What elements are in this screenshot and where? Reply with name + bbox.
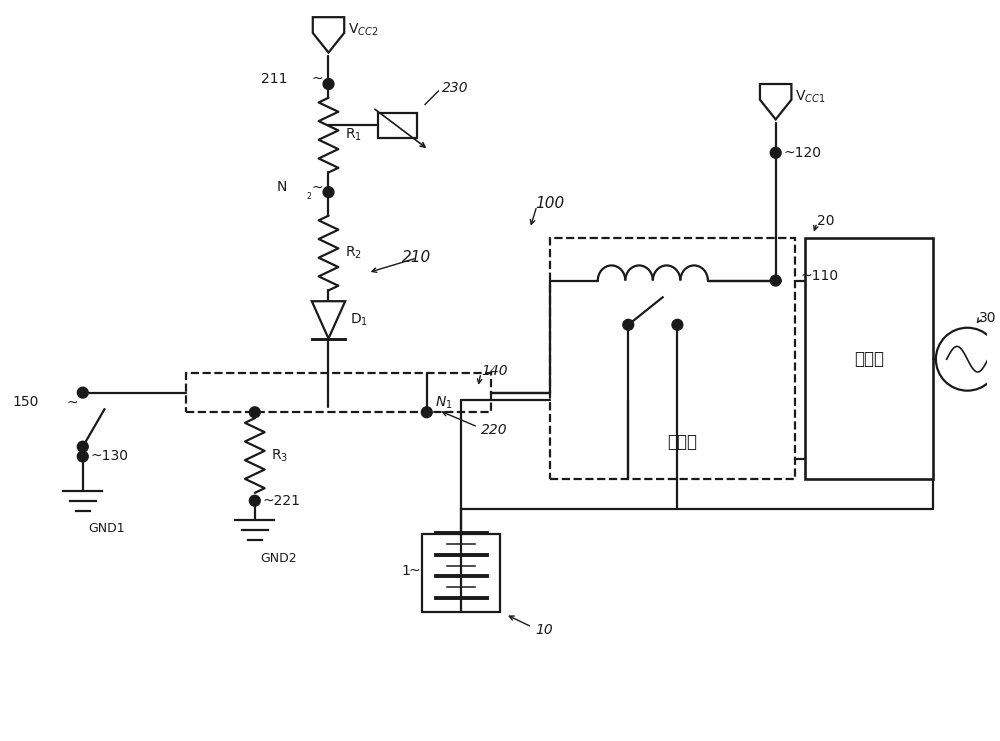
Text: 30: 30 xyxy=(979,311,997,325)
Text: 211: 211 xyxy=(261,72,287,86)
Circle shape xyxy=(770,275,781,286)
Circle shape xyxy=(421,407,432,418)
Bar xyxy=(422,534,500,612)
Text: R$_3$: R$_3$ xyxy=(271,448,289,464)
Text: 140: 140 xyxy=(481,364,507,378)
Text: 210: 210 xyxy=(402,250,432,265)
Text: D$_1$: D$_1$ xyxy=(350,312,368,328)
Text: $_2$: $_2$ xyxy=(306,191,312,203)
Text: V$_{CC2}$: V$_{CC2}$ xyxy=(348,21,379,38)
Text: GND1: GND1 xyxy=(89,522,125,535)
Circle shape xyxy=(323,79,334,90)
Circle shape xyxy=(623,319,634,330)
Text: N: N xyxy=(277,180,287,194)
Text: V$_{CC1}$: V$_{CC1}$ xyxy=(795,89,826,105)
Text: GND2: GND2 xyxy=(261,552,297,565)
Circle shape xyxy=(77,451,88,462)
Text: ~: ~ xyxy=(312,72,324,86)
Text: ~221: ~221 xyxy=(263,494,301,508)
Text: ~130: ~130 xyxy=(91,450,129,464)
Text: ~: ~ xyxy=(408,563,420,577)
Text: 220: 220 xyxy=(481,423,507,437)
Text: ~110: ~110 xyxy=(800,269,838,282)
Circle shape xyxy=(770,147,781,159)
Bar xyxy=(550,239,795,479)
Circle shape xyxy=(77,441,88,452)
Text: R$_2$: R$_2$ xyxy=(345,245,362,262)
Circle shape xyxy=(77,388,88,398)
Text: ~: ~ xyxy=(66,396,78,410)
Text: 230: 230 xyxy=(442,81,468,95)
Text: 1: 1 xyxy=(401,563,410,577)
Bar xyxy=(186,373,491,412)
Text: ~120: ~120 xyxy=(784,146,822,160)
Text: 100: 100 xyxy=(535,196,564,211)
Circle shape xyxy=(323,187,334,198)
Text: 继电器: 继电器 xyxy=(667,433,697,451)
Text: 10: 10 xyxy=(535,623,553,637)
Circle shape xyxy=(672,319,683,330)
Bar xyxy=(805,239,933,479)
Text: R$_1$: R$_1$ xyxy=(345,127,362,143)
Circle shape xyxy=(249,495,260,506)
Text: ~: ~ xyxy=(312,180,324,194)
Text: 20: 20 xyxy=(817,213,834,227)
Bar xyxy=(378,113,417,138)
Circle shape xyxy=(249,407,260,418)
Text: 150: 150 xyxy=(12,396,39,410)
Text: 逆变器: 逆变器 xyxy=(854,350,884,368)
Text: $N_1$: $N_1$ xyxy=(435,394,452,411)
